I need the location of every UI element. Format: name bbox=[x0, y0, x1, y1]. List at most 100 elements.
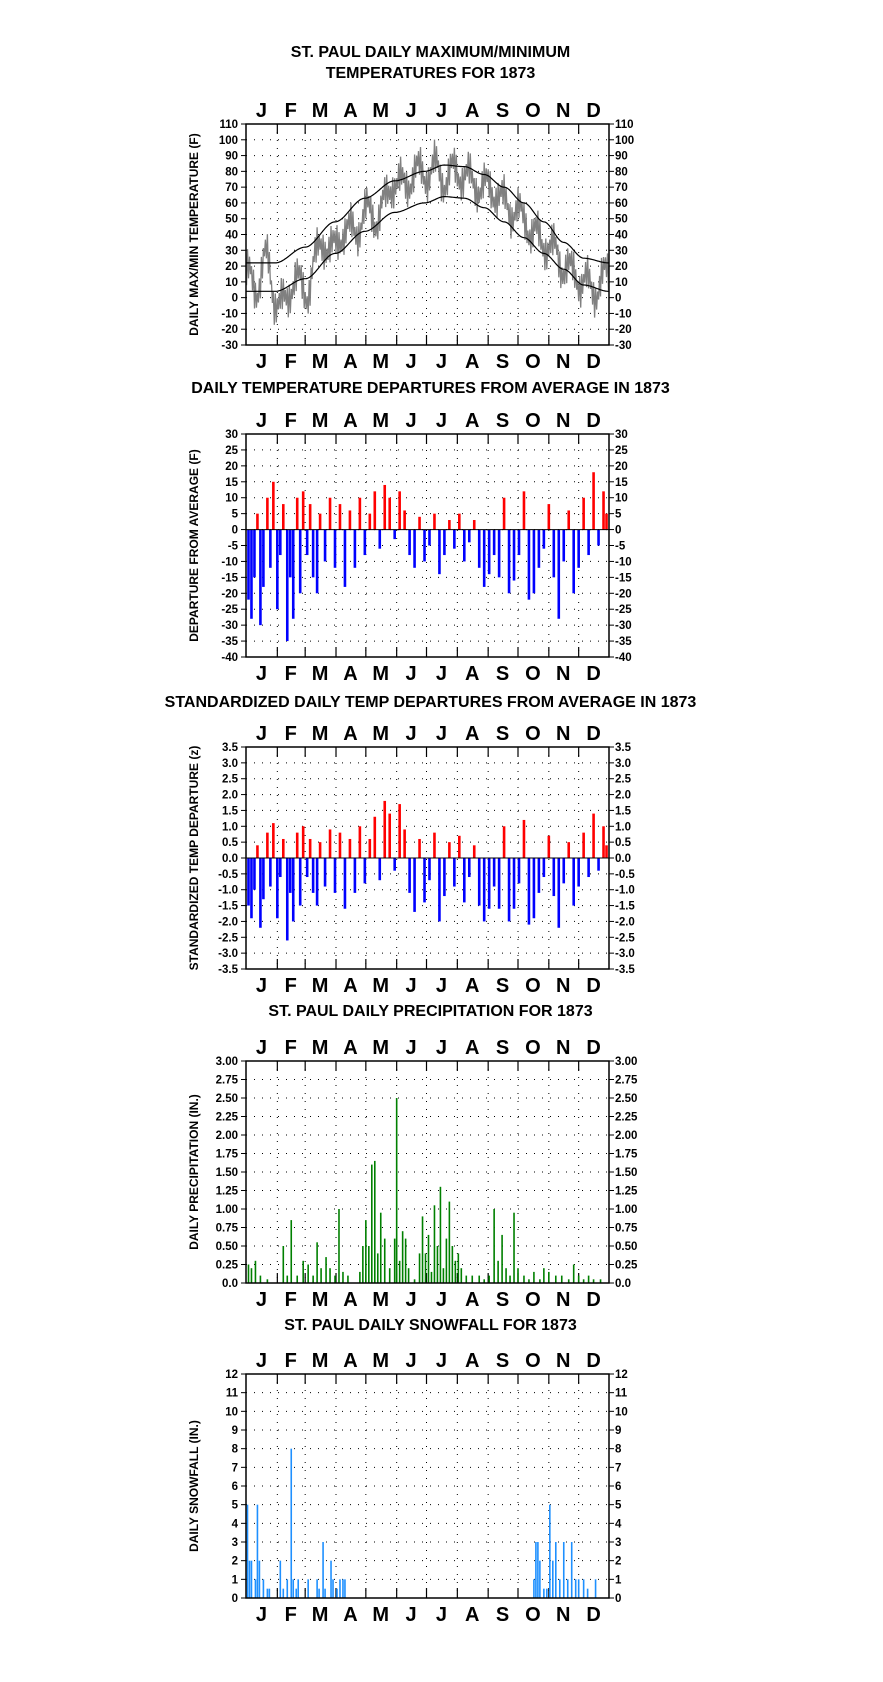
y-tick-label-left: 10 bbox=[225, 277, 238, 289]
bar bbox=[560, 1275, 563, 1283]
bar bbox=[597, 529, 600, 546]
y-tick-label-right: 6 bbox=[615, 1481, 621, 1493]
bar bbox=[281, 838, 285, 858]
month-label-top: O bbox=[525, 100, 541, 122]
bar bbox=[487, 529, 491, 575]
chart-title: ST. PAUL DAILY MAXIMUM/MINIMUM bbox=[291, 44, 570, 61]
bar bbox=[259, 529, 262, 626]
y-tick-label-right: 8 bbox=[615, 1444, 622, 1456]
bar bbox=[543, 1588, 545, 1598]
month-label-bottom: F bbox=[285, 663, 297, 685]
y-tick-label-left: 2.5 bbox=[222, 774, 239, 786]
bar bbox=[256, 1504, 259, 1598]
y-tick-label-right: -35 bbox=[615, 636, 632, 648]
bar bbox=[539, 1560, 541, 1598]
y-tick-label-left: 10 bbox=[225, 1406, 238, 1418]
month-label-bottom: A bbox=[465, 351, 479, 373]
bar bbox=[336, 1588, 338, 1598]
y-tick-label-left: 1.50 bbox=[216, 1167, 238, 1179]
bar bbox=[527, 529, 531, 600]
bar bbox=[328, 497, 332, 530]
bar bbox=[517, 1268, 519, 1283]
bar bbox=[318, 1588, 320, 1598]
bar bbox=[599, 1279, 602, 1283]
chart-title: ST. PAUL DAILY PRECIPITATION FOR 1873 bbox=[268, 1003, 592, 1020]
y-tick-label-left: 2.25 bbox=[216, 1112, 239, 1124]
month-label-bottom: J bbox=[406, 975, 417, 997]
bar bbox=[433, 832, 436, 858]
y-tick-label-left: 0.50 bbox=[216, 1241, 238, 1253]
bar bbox=[542, 529, 546, 549]
y-tick-label-right: 3.5 bbox=[615, 742, 632, 754]
y-tick-label-right: 0 bbox=[615, 293, 621, 305]
month-label-top: J bbox=[406, 723, 417, 745]
bar bbox=[413, 1279, 416, 1283]
bar bbox=[296, 1275, 299, 1283]
month-label-top: J bbox=[436, 1350, 447, 1372]
month-label-top: N bbox=[556, 410, 570, 432]
bar bbox=[362, 1246, 364, 1283]
y-axis-label: DAILY SNOWFALL (IN.) bbox=[187, 1420, 201, 1552]
bar bbox=[371, 1164, 373, 1283]
month-label-top: O bbox=[525, 723, 541, 745]
bar bbox=[281, 504, 285, 530]
chart-zscores: STANDARDIZED DAILY TEMP DEPARTURES FROM … bbox=[165, 694, 697, 997]
bar bbox=[543, 1268, 545, 1283]
bar bbox=[332, 1579, 334, 1598]
chart-temps: ST. PAUL DAILY MAXIMUM/MINIMUM TEMPERATUR… bbox=[187, 44, 634, 373]
bar bbox=[448, 520, 451, 530]
bar bbox=[290, 1220, 293, 1283]
bar bbox=[487, 858, 491, 909]
month-label-top: A bbox=[465, 100, 479, 122]
y-tick-label-left: 5 bbox=[232, 509, 239, 521]
bar bbox=[298, 858, 302, 906]
y-tick-label-right: 9 bbox=[615, 1425, 621, 1437]
bar bbox=[295, 832, 299, 858]
month-label-top: N bbox=[556, 723, 570, 745]
y-tick-label-right: 0 bbox=[615, 1593, 621, 1605]
y-tick-label-left: 1.00 bbox=[216, 1204, 238, 1216]
y-tick-label-right: -20 bbox=[615, 588, 632, 600]
y-tick-label-left: 11 bbox=[226, 1388, 239, 1400]
month-label-bottom: J bbox=[256, 663, 267, 685]
y-tick-label-left: 6 bbox=[232, 1481, 238, 1493]
bar bbox=[338, 504, 342, 530]
bar bbox=[373, 816, 377, 858]
y-tick-label-left: -20 bbox=[221, 588, 238, 600]
bar bbox=[507, 529, 511, 594]
month-label-bottom: J bbox=[406, 663, 417, 685]
y-tick-label-right: 25 bbox=[615, 445, 628, 457]
y-tick-label-right: 2.50 bbox=[615, 1093, 637, 1105]
bar bbox=[272, 823, 275, 858]
bar bbox=[423, 529, 426, 562]
y-tick-label-right: 3 bbox=[615, 1537, 621, 1549]
bar bbox=[373, 1160, 376, 1283]
month-label-bottom: S bbox=[496, 1604, 509, 1626]
month-label-bottom: S bbox=[496, 1289, 509, 1311]
bar bbox=[424, 1253, 427, 1283]
bar bbox=[505, 1268, 507, 1283]
month-label-bottom: J bbox=[406, 1604, 417, 1626]
bar bbox=[393, 1238, 396, 1283]
month-label-top: A bbox=[343, 100, 357, 122]
y-tick-label-left: -35 bbox=[221, 636, 238, 648]
month-label-top: S bbox=[496, 1037, 509, 1059]
bar bbox=[453, 529, 456, 549]
y-tick-label-left: -25 bbox=[221, 604, 238, 616]
bar bbox=[295, 1588, 298, 1598]
month-label-top: A bbox=[465, 1037, 479, 1059]
bar bbox=[488, 1275, 490, 1283]
series-line-normal-high bbox=[246, 164, 609, 264]
month-label-bottom: M bbox=[312, 663, 329, 685]
bar bbox=[269, 529, 272, 568]
y-tick-label-left: 2.75 bbox=[216, 1075, 239, 1087]
y-tick-label-left: 15 bbox=[225, 477, 238, 489]
bar bbox=[448, 1201, 451, 1283]
bar bbox=[398, 491, 401, 530]
month-label-bottom: A bbox=[343, 351, 357, 373]
month-label-bottom: S bbox=[496, 975, 509, 997]
y-tick-label-left: 2.00 bbox=[216, 1130, 238, 1142]
bar bbox=[562, 1542, 565, 1598]
bar bbox=[445, 1238, 448, 1283]
bar bbox=[383, 484, 387, 530]
